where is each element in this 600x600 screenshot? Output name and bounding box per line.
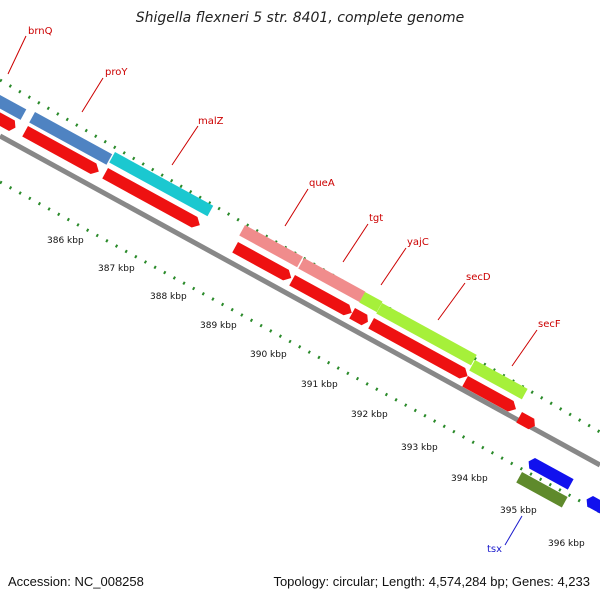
- scale-label-396: 396 kbp: [548, 539, 585, 549]
- scale-label-388: 388 kbp: [150, 292, 187, 302]
- scale-label-386: 386 kbp: [47, 236, 84, 246]
- scale-label-387: 387 kbp: [98, 264, 135, 274]
- gene-block-tsx[interactable]: [516, 472, 568, 508]
- cds-arrows: [0, 108, 538, 431]
- genome-backbone: [0, 133, 600, 468]
- gene-labels: brnQ proY malZ queA tgt yajC secD secF t…: [28, 26, 561, 555]
- gene-block-blue-reverse[interactable]: [526, 456, 574, 490]
- cds-arrow[interactable]: [516, 412, 538, 431]
- scale-label-390: 390 kbp: [250, 350, 287, 360]
- inner-tick-track: [0, 180, 600, 514]
- label-leaders: [7, 35, 538, 546]
- scale-label-394: 394 kbp: [451, 474, 488, 484]
- gene-block-brnQ[interactable]: [0, 79, 27, 120]
- gene-label-malZ[interactable]: malZ: [198, 116, 224, 127]
- gene-label-proY[interactable]: proY: [105, 67, 128, 78]
- gene-label-brnQ[interactable]: brnQ: [28, 26, 53, 37]
- gene-block-malZ[interactable]: [109, 152, 214, 217]
- gene-block-secD[interactable]: [376, 303, 477, 366]
- gene-label-tsx[interactable]: tsx: [487, 544, 502, 555]
- cds-arrow[interactable]: [22, 126, 101, 177]
- accession-text: Accession: NC_008258: [8, 574, 144, 589]
- scale-label-393: 393 kbp: [401, 443, 438, 453]
- gene-block-secF[interactable]: [469, 360, 528, 400]
- cds-arrow[interactable]: [349, 308, 371, 327]
- gene-block-blue-edge[interactable]: [584, 494, 600, 517]
- scale-label-395: 395 kbp: [500, 506, 537, 516]
- scale-label-392: 392 kbp: [351, 410, 388, 420]
- gene-blocks: [0, 79, 528, 400]
- cds-arrow[interactable]: [102, 168, 202, 230]
- gene-label-secF[interactable]: secF: [538, 319, 561, 330]
- map-title: Shigella flexneri 5 str. 8401, complete …: [136, 10, 465, 26]
- gene-block-proY[interactable]: [29, 112, 113, 165]
- cds-arrow[interactable]: [232, 242, 294, 283]
- gene-block-queA[interactable]: [239, 225, 303, 268]
- cds-arrow[interactable]: [289, 275, 354, 318]
- scale-labels: 386 kbp 387 kbp 388 kbp 389 kbp 390 kbp …: [47, 236, 585, 549]
- gene-label-tgt[interactable]: tgt: [369, 213, 383, 224]
- gene-block-yajC[interactable]: [359, 292, 383, 313]
- gene-label-yajC[interactable]: yajC: [407, 237, 429, 248]
- gene-label-queA[interactable]: queA: [309, 178, 335, 189]
- genome-summary-text: Topology: circular; Length: 4,574,284 bp…: [273, 574, 590, 589]
- gene-label-secD[interactable]: secD: [466, 272, 491, 283]
- gene-block-tgt[interactable]: [298, 258, 366, 303]
- cds-arrow[interactable]: [368, 318, 470, 381]
- scale-label-391: 391 kbp: [301, 380, 338, 390]
- cds-arrow[interactable]: [462, 376, 519, 414]
- scale-label-389: 389 kbp: [200, 321, 237, 331]
- cds-arrow[interactable]: [0, 108, 18, 133]
